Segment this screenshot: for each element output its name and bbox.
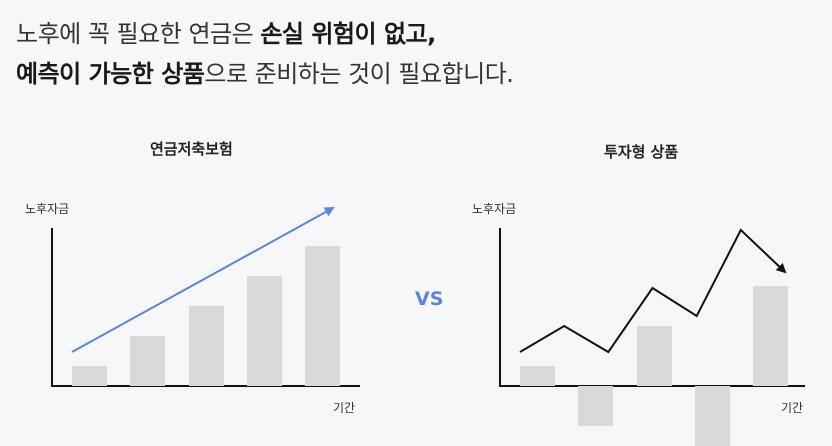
bar-left-3 <box>189 306 224 386</box>
x-axis-label-right: 기간 <box>781 401 804 415</box>
headline-emphasis: 예측이 가능한 상품 <box>16 60 205 88</box>
bar-right-1 <box>520 366 555 386</box>
y-axis-label-right: 노후자금 <box>472 202 517 216</box>
trend-arrow-left <box>71 207 335 353</box>
bar-left-2 <box>130 336 165 386</box>
headline-line-1: 노후에 꼭 필요한 연금은 손실 위험이 없고, <box>16 14 513 54</box>
headline: 노후에 꼭 필요한 연금은 손실 위험이 없고, 예측이 가능한 상품으로 준비… <box>16 14 514 94</box>
headline-text: 노후에 꼭 필요한 연금은 <box>16 20 261 48</box>
headline-emphasis: 손실 위험이 없고, <box>260 20 436 48</box>
chart-title-left: 연금저축보험 <box>150 140 233 158</box>
bar-right-2 <box>578 386 613 426</box>
bar-left-4 <box>247 276 282 386</box>
y-axis-label-left: 노후자금 <box>25 202 70 216</box>
bar-left-5 <box>305 246 340 386</box>
bar-right-3 <box>637 326 672 386</box>
bar-left-1 <box>72 366 107 386</box>
volatile-line-right <box>519 228 787 354</box>
bar-right-5 <box>753 286 788 386</box>
x-axis-label-left: 기간 <box>333 401 356 415</box>
vs-label: VS <box>415 288 444 310</box>
chart-title-right: 투자형 상품 <box>604 143 679 161</box>
headline-line-2: 예측이 가능한 상품으로 준비하는 것이 필요합니다. <box>16 54 514 94</box>
headline-text: 으로 준비하는 것이 필요합니다. <box>204 60 514 88</box>
bar-right-4 <box>695 386 730 446</box>
